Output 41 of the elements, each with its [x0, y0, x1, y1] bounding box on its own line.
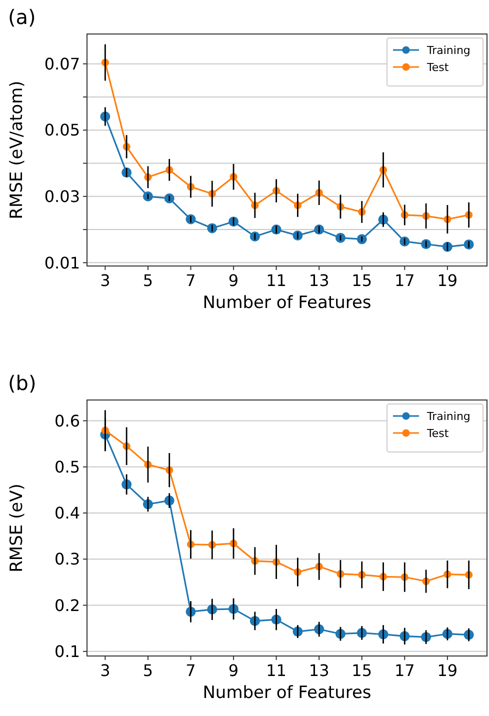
- y-tick-label: 0.05: [44, 120, 80, 140]
- y-tick-label: 0.4: [54, 504, 80, 523]
- y-tick-label: 0.3: [54, 550, 80, 569]
- x-tick-label: 15: [352, 271, 372, 290]
- x-tick-label: 3: [100, 271, 110, 290]
- legend-label: Training: [426, 44, 470, 57]
- chart-title: (a): [8, 5, 36, 29]
- legend-label: Test: [426, 61, 450, 74]
- y-axis-title: RMSE (eV): [7, 484, 27, 572]
- x-tick-label: 19: [437, 661, 458, 680]
- y-tick-label: 0.5: [54, 457, 80, 476]
- chart-title: (b): [8, 371, 36, 395]
- point: [142, 191, 153, 202]
- y-tick-label: 0.6: [54, 411, 80, 430]
- x-tick-label: 17: [394, 661, 415, 680]
- y-axis-title: RMSE (eV/atom): [7, 80, 27, 220]
- x-axis-title: Number of Features: [202, 683, 372, 703]
- x-tick-label: 7: [186, 271, 196, 290]
- x-tick-label: 17: [394, 271, 415, 290]
- x-tick-label: 3: [100, 661, 110, 680]
- y-tick-label: 0.2: [54, 596, 80, 615]
- x-tick-label: 13: [308, 661, 330, 680]
- y-tick-label: 0.07: [44, 54, 80, 74]
- x-tick-label: 11: [266, 271, 286, 290]
- y-tick-label: 0.01: [44, 253, 80, 272]
- point: [335, 232, 346, 243]
- x-tick-label: 11: [266, 661, 286, 680]
- x-axis-title: Number of Features: [202, 293, 372, 313]
- x-tick-label: 5: [142, 661, 154, 680]
- x-tick-label: 15: [352, 661, 372, 680]
- x-tick-label: 9: [228, 661, 239, 680]
- point: [421, 239, 432, 250]
- x-tick-label: 19: [437, 271, 458, 290]
- y-tick-label: 0.1: [54, 642, 80, 661]
- x-tick-label: 7: [186, 661, 196, 680]
- x-tick-label: 13: [308, 271, 330, 290]
- x-tick-label: 9: [228, 271, 239, 290]
- legend-label: Test: [426, 427, 450, 440]
- x-tick-label: 5: [142, 271, 154, 290]
- legend-label: Training: [426, 410, 470, 423]
- y-tick-label: 0.03: [44, 187, 80, 206]
